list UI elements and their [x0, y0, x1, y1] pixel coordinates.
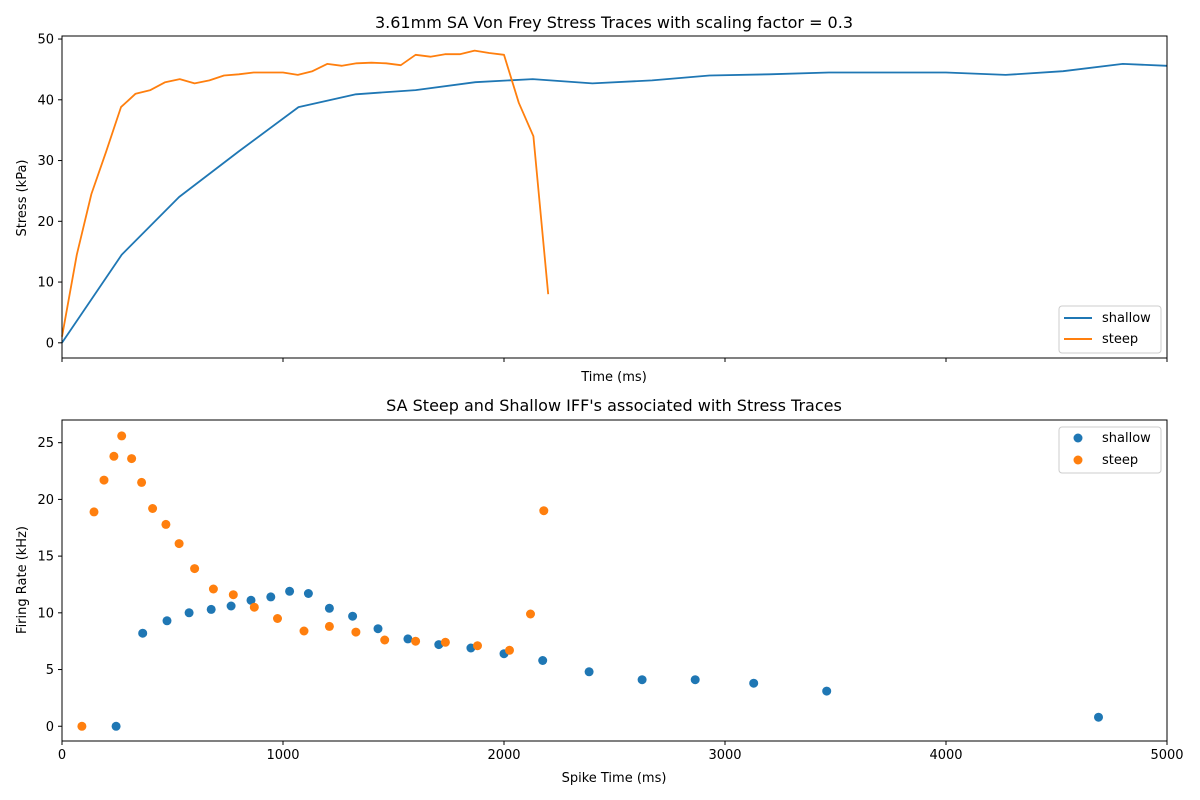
firing-legend-swatch-shallow — [1073, 433, 1083, 443]
firing-point-shallow — [584, 667, 594, 677]
firing-point-steep — [190, 564, 200, 574]
firing-chart-xlabel: Spike Time (ms) — [562, 771, 667, 786]
stress-chart-ylabel: Stress (kPa) — [15, 160, 30, 237]
firing-point-steep — [228, 590, 238, 600]
firing-ytick-label: 15 — [37, 550, 54, 565]
firing-legend-swatch-steep — [1073, 455, 1083, 465]
firing-point-steep — [109, 451, 119, 461]
stress-chart-title: 3.61mm SA Von Frey Stress Traces with sc… — [375, 13, 853, 32]
firing-ytick-label: 5 — [46, 663, 54, 678]
firing-point-shallow — [348, 611, 358, 621]
firing-xtick-label: 4000 — [929, 748, 962, 763]
firing-point-shallow — [538, 656, 548, 665]
firing-point-shallow — [403, 634, 413, 644]
firing-point-shallow — [285, 586, 295, 596]
firing-point-steep — [411, 636, 421, 646]
firing-point-steep — [99, 475, 109, 485]
firing-point-shallow — [324, 603, 334, 613]
firing-point-shallow — [303, 589, 313, 598]
firing-point-shallow — [162, 616, 172, 626]
stress-traces-chart: 3.61mm SA Von Frey Stress Traces with sc… — [15, 13, 1168, 385]
firing-point-shallow — [822, 686, 832, 696]
firing-point-shallow — [206, 604, 216, 614]
stress-legend-label-steep: steep — [1102, 332, 1138, 347]
stress-ytick-label: 10 — [37, 276, 54, 291]
firing-point-steep — [249, 602, 259, 612]
firing-xtick-label: 3000 — [708, 748, 741, 763]
firing-legend-label-steep: steep — [1102, 453, 1138, 468]
firing-point-steep — [273, 614, 282, 623]
firing-chart-title: SA Steep and Shallow IFF's associated wi… — [386, 396, 842, 415]
firing-point-steep — [174, 539, 184, 549]
firing-axes-frame — [61, 419, 1168, 742]
firing-point-steep — [208, 584, 218, 594]
firing-point-steep — [148, 504, 158, 513]
firing-point-steep — [137, 477, 147, 487]
firing-point-shallow — [690, 675, 700, 685]
firing-plot-area: 0 1000 2000 3000 4000 5000 0 5 10 15 20 25 — [37, 419, 1184, 763]
firing-point-steep — [440, 637, 450, 647]
firing-ytick-label: 0 — [46, 720, 54, 735]
firing-point-steep — [299, 626, 309, 636]
firing-point-shallow — [266, 592, 276, 602]
firing-point-shallow — [138, 628, 148, 638]
stress-ytick-label: 20 — [37, 215, 54, 230]
stress-chart-xlabel: Time (ms) — [580, 370, 647, 385]
firing-point-shallow — [637, 675, 647, 685]
stress-legend-label-shallow: shallow — [1102, 311, 1151, 326]
firing-point-shallow — [246, 595, 256, 605]
stress-line-steep — [61, 49, 550, 337]
firing-point-steep — [380, 635, 390, 645]
firing-xtick-label: 2000 — [487, 748, 520, 763]
firing-chart-ylabel: Firing Rate (kHz) — [15, 526, 30, 634]
firing-ytick-label: 25 — [37, 436, 54, 451]
firing-point-steep — [539, 506, 549, 516]
stress-ytick-label: 40 — [37, 93, 54, 108]
stress-plot-area: 0 10 20 30 40 50 — [37, 33, 1168, 362]
firing-xtick-label: 0 — [58, 748, 66, 763]
firing-point-steep — [473, 641, 482, 651]
firing-chart-legend: shallow steep — [1058, 426, 1162, 474]
firing-ytick-label: 10 — [37, 606, 54, 621]
firing-xtick-label: 1000 — [266, 748, 299, 763]
firing-point-steep — [77, 721, 87, 731]
stress-axes-frame — [61, 35, 1168, 359]
firing-point-shallow — [749, 678, 759, 688]
firing-point-steep — [127, 454, 137, 464]
stress-ytick-label: 50 — [37, 33, 54, 48]
stress-ytick-label: 30 — [37, 154, 54, 169]
firing-point-steep — [505, 645, 514, 655]
firing-point-shallow — [184, 608, 194, 618]
firing-point-shallow — [373, 624, 383, 634]
firing-ytick-label: 20 — [37, 493, 54, 508]
firing-point-steep — [351, 627, 361, 637]
firing-point-shallow — [1094, 712, 1103, 722]
firing-point-shallow — [226, 601, 236, 611]
firing-xtick-label: 5000 — [1150, 748, 1183, 763]
firing-rate-chart: SA Steep and Shallow IFF's associated wi… — [15, 396, 1184, 786]
stress-chart-legend: shallow steep — [1058, 305, 1162, 354]
firing-point-steep — [526, 609, 535, 619]
firing-point-steep — [117, 431, 127, 441]
stress-line-shallow — [61, 63, 1168, 344]
firing-legend-box — [1058, 426, 1162, 474]
firing-point-steep — [161, 519, 171, 529]
firing-point-steep — [89, 507, 99, 517]
firing-legend-label-shallow: shallow — [1102, 431, 1151, 446]
stress-ytick-label: 0 — [46, 336, 54, 351]
firing-point-shallow — [111, 721, 121, 731]
firing-point-steep — [324, 621, 334, 631]
